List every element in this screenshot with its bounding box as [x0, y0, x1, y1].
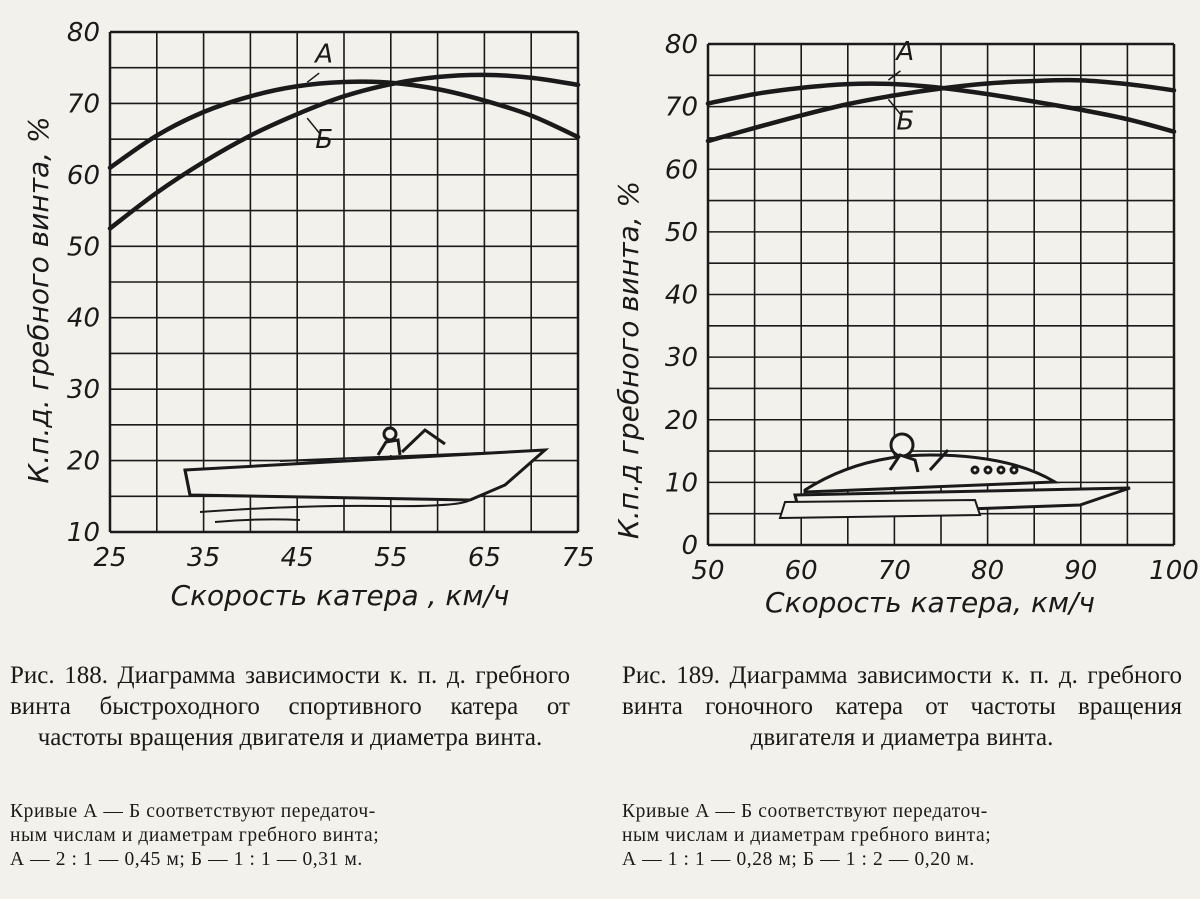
x-tick-label: 60: [785, 556, 818, 586]
series-group: АБ: [107, 39, 581, 231]
y-tick-label: 80: [665, 30, 698, 60]
note-line: Кривые А — Б соответствуют передаточ-: [622, 801, 988, 822]
series-label-leader: [306, 117, 320, 134]
x-tick-label: 55: [374, 543, 407, 573]
x-tick-label: 90: [1064, 556, 1097, 586]
note-line: ным числам и диаметрам гребного винта;: [622, 825, 992, 846]
y-tick-label: 20: [665, 406, 698, 436]
y-tick-label: 70: [67, 89, 100, 119]
series-line-b: [107, 72, 581, 231]
x-tick-label: 80: [971, 556, 1004, 586]
y-tick-label: 50: [665, 218, 698, 248]
x-tick-label: 65: [468, 543, 501, 573]
x-axis-label: Скорость катера , км/ч: [171, 579, 510, 612]
y-tick-label: 60: [665, 155, 698, 185]
y-tick-label: 60: [67, 161, 100, 191]
note-line: Кривые А — Б соответствуют передаточ-: [10, 801, 376, 822]
note-line: ным числам и диаметрам гребного винта;: [10, 825, 380, 846]
series-label-b: Б: [315, 125, 333, 155]
y-axis-label: К.п.д. гребного винта, %: [22, 116, 55, 483]
series-label-b: Б: [896, 106, 914, 136]
y-tick-label: 40: [665, 281, 698, 311]
series-line-b: [705, 77, 1177, 144]
caption-fig-188: Рис. 188. Диаграмма зависимости к. п. д.…: [10, 660, 570, 753]
series-label-leader: [306, 72, 320, 83]
series-label-a: А: [894, 37, 914, 67]
x-tick-label: 70: [878, 556, 911, 586]
caption-text: Рис. 188. Диаграмма зависимости к. п. д.…: [10, 662, 570, 751]
boat-illustration-188: [183, 426, 550, 523]
series-group: АБ: [705, 37, 1177, 144]
series-line-a: [107, 79, 581, 170]
x-tick-label: 75: [561, 543, 594, 573]
grid: [706, 42, 1176, 547]
note-fig-189: Кривые А — Б соответствуют передаточ- ны…: [622, 800, 1192, 872]
note-fig-188: Кривые А — Б соответствуют передаточ- ны…: [10, 800, 580, 872]
caption-fig-189: Рис. 189. Диаграмма зависимости к. п. д.…: [622, 660, 1182, 753]
y-tick-label: 50: [67, 232, 100, 262]
series-label-a: А: [313, 39, 333, 69]
y-tick-label: 0: [681, 531, 698, 561]
note-line: А — 1 : 1 — 0,28 м; Б — 1 : 2 — 0,20 м.: [622, 849, 975, 870]
y-tick-label: 10: [67, 518, 100, 548]
series-label-leader: [887, 98, 901, 115]
x-tick-label: 25: [93, 543, 126, 573]
x-tick-label: 45: [281, 543, 314, 573]
y-tick-label: 20: [67, 447, 100, 477]
x-axis-label: Скорость катера, км/ч: [765, 586, 1095, 619]
x-tick-label: 50: [691, 556, 724, 586]
y-tick-label: 40: [67, 304, 100, 334]
y-tick-label: 30: [665, 343, 698, 373]
y-tick-label: 30: [67, 375, 100, 405]
tick-labels: 50 60 70 80 90 100 0 10 20 30 40 50 60 70 80: [665, 30, 1199, 586]
y-axis-label: К.п.д гребного винта, %: [612, 181, 645, 539]
note-line: А — 2 : 1 — 0,45 м; Б — 1 : 1 — 0,31 м.: [10, 849, 363, 870]
y-tick-label: 70: [665, 93, 698, 123]
series-label-leader: [887, 70, 901, 81]
boat-illustration-189: [778, 432, 1131, 520]
x-tick-label: 100: [1149, 556, 1199, 586]
y-tick-label: 80: [67, 18, 100, 48]
caption-text: Рис. 189. Диаграмма зависимости к. п. д.…: [622, 662, 1182, 751]
x-tick-label: 35: [187, 543, 220, 573]
tick-labels: 25 35 45 55 65 75 10 20 30 40 50 60 70 80: [67, 18, 595, 573]
y-tick-label: 10: [665, 468, 698, 498]
